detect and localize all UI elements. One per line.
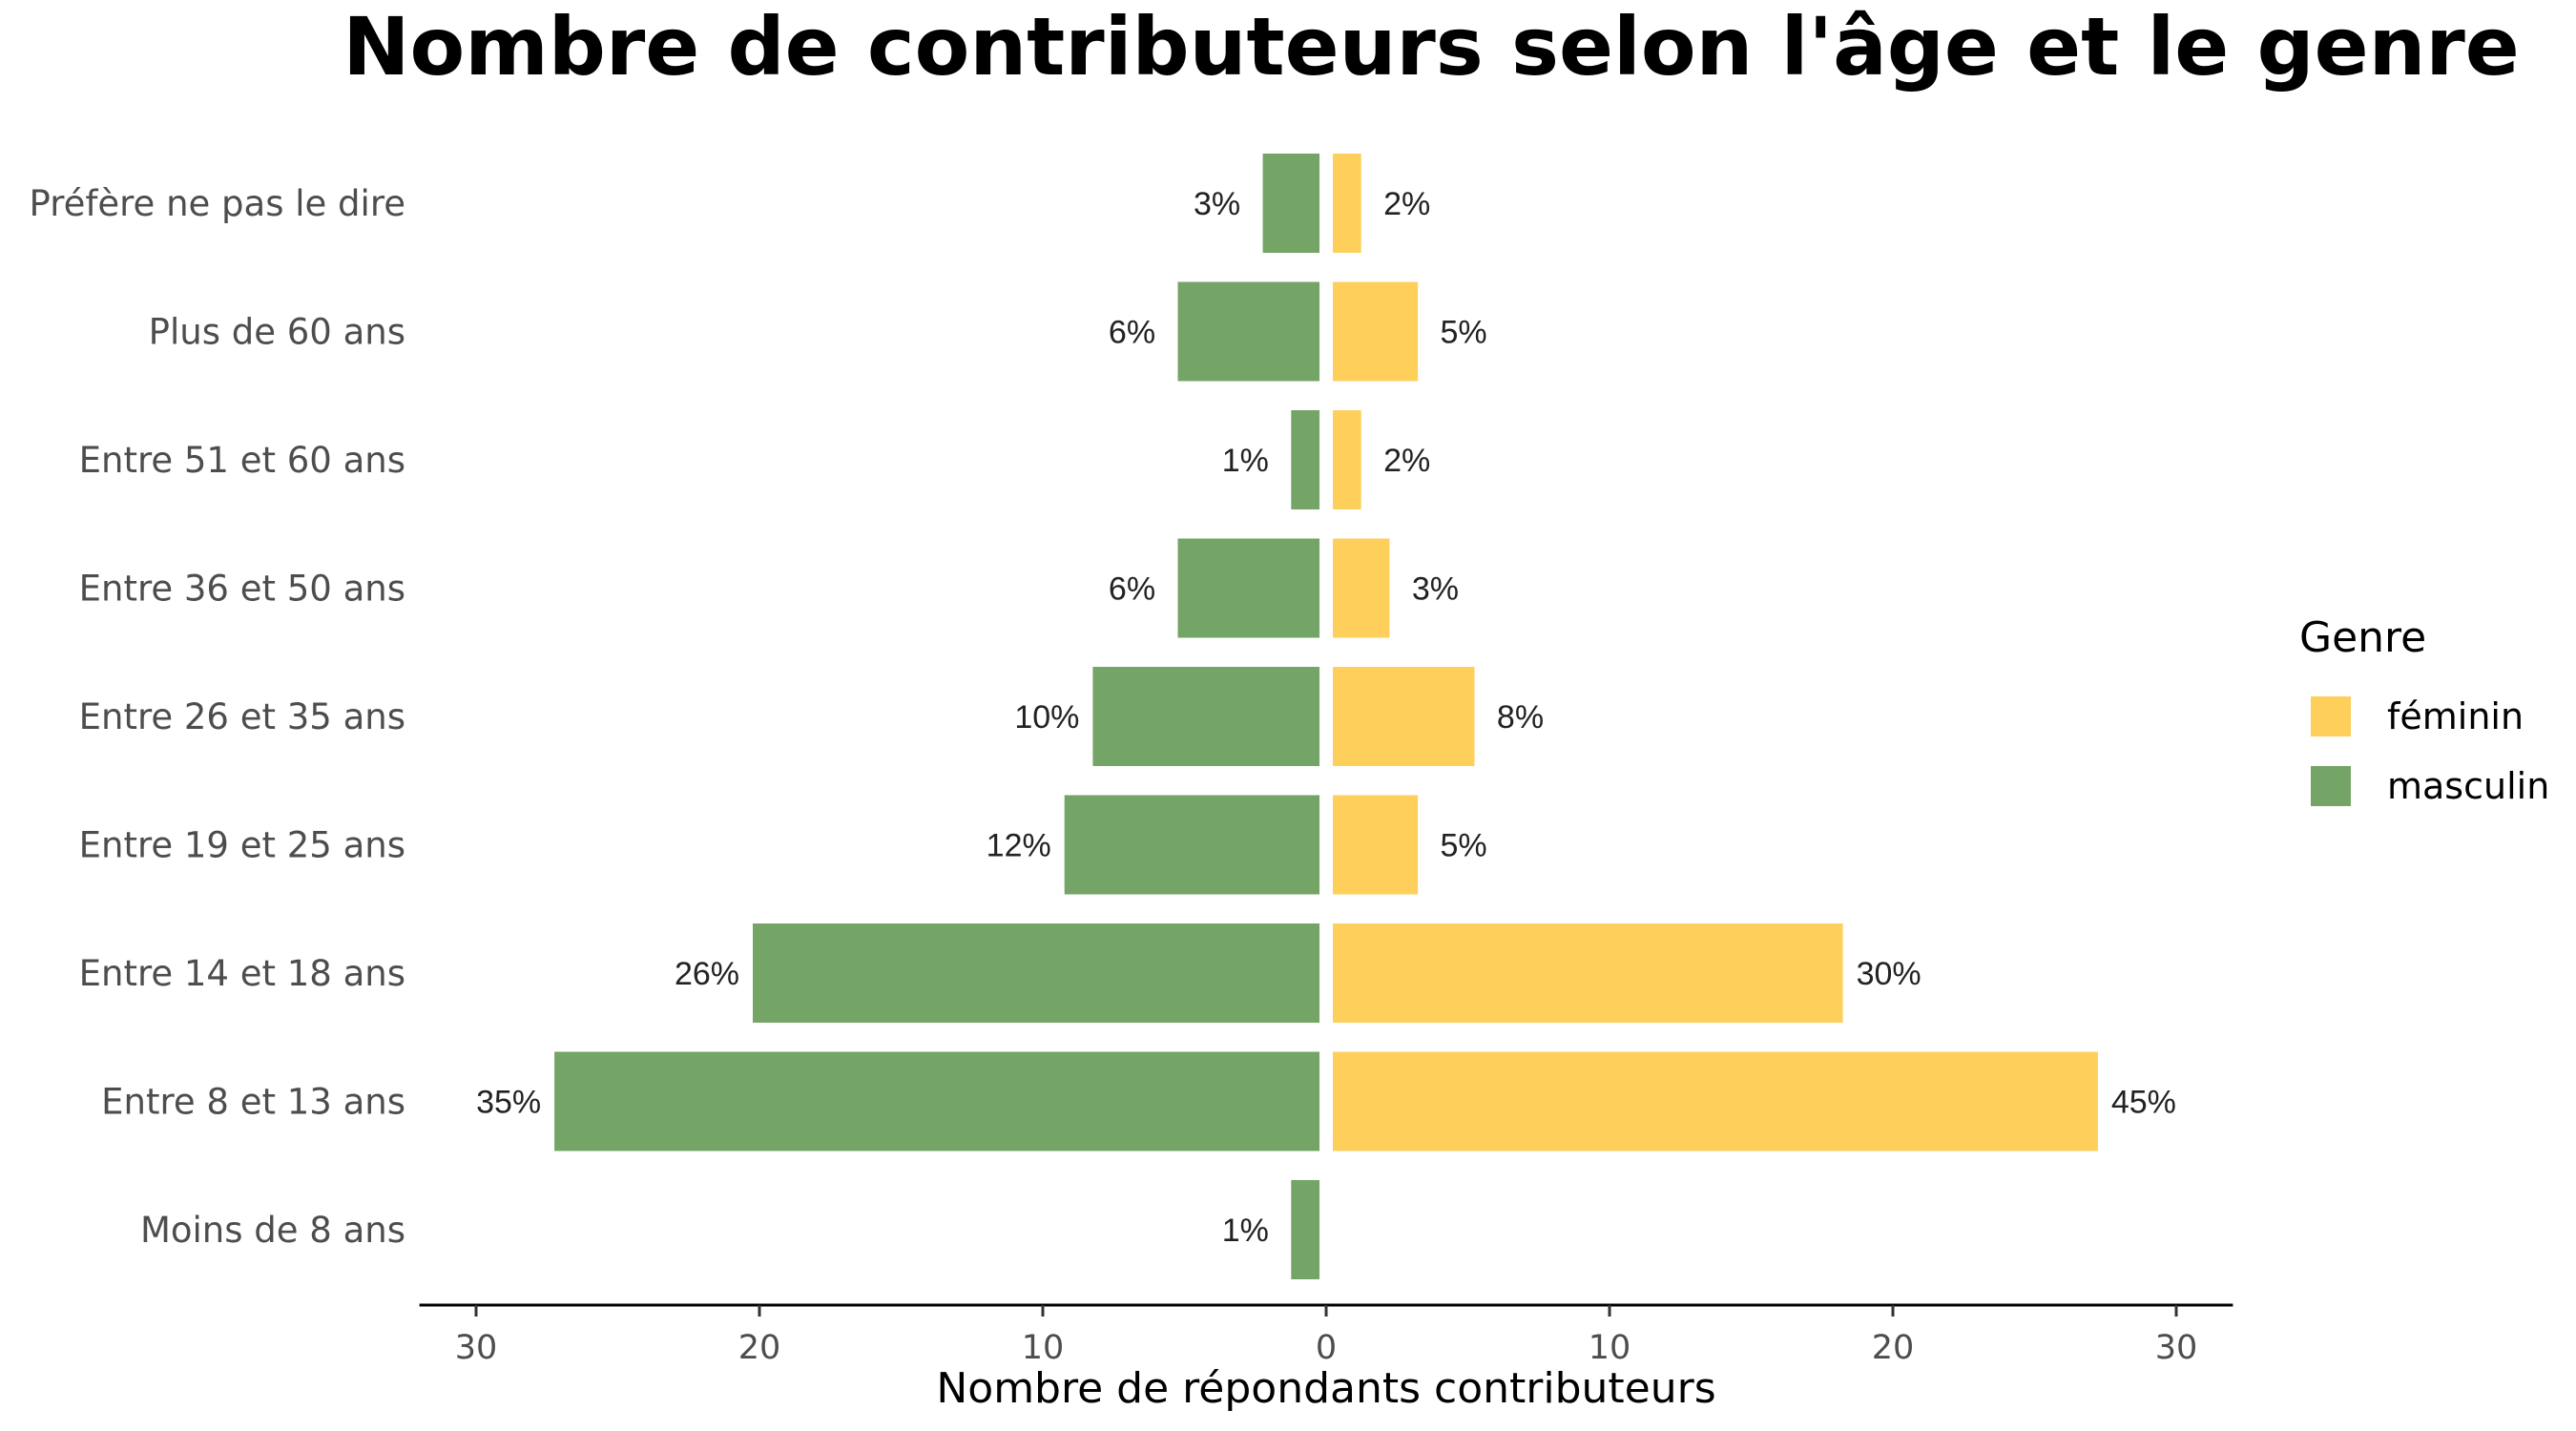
data-label-féminin: 5% — [1441, 315, 1487, 351]
bar-féminin — [1333, 795, 1419, 895]
x-tick-label: 10 — [1589, 1329, 1631, 1367]
data-label-masculin: 26% — [675, 956, 739, 992]
bar-féminin — [1333, 667, 1475, 766]
x-tick-label: 10 — [1022, 1329, 1065, 1367]
bar-féminin — [1333, 154, 1361, 253]
bar-masculin — [1291, 1180, 1319, 1279]
data-label-féminin: 8% — [1497, 699, 1544, 736]
data-label-masculin: 1% — [1222, 1213, 1269, 1249]
legend-swatch — [2311, 696, 2351, 736]
bar-féminin — [1333, 281, 1419, 382]
x-tick-label: 30 — [455, 1329, 498, 1367]
bar-masculin — [1064, 795, 1319, 895]
data-label-féminin: 30% — [1857, 956, 1922, 992]
data-label-féminin: 5% — [1441, 828, 1487, 864]
category-label: Entre 51 et 60 ans — [79, 440, 405, 481]
data-label-masculin: 35% — [476, 1085, 541, 1121]
legend-entries: féminin masculin — [2311, 695, 2549, 807]
bar-féminin — [1333, 538, 1390, 638]
legend-label: masculin — [2387, 765, 2549, 807]
bar-masculin — [1177, 281, 1319, 382]
chart-title: Nombre de contributeurs selon l'âge et l… — [343, 0, 2520, 93]
bar-féminin — [1333, 410, 1361, 509]
data-label-masculin: 6% — [1109, 571, 1155, 608]
legend-title: Genre — [2299, 613, 2426, 662]
data-label-féminin: 45% — [2111, 1085, 2176, 1121]
x-axis: 30 20 10 0 10 20 30 — [419, 1303, 2233, 1367]
legend-swatch — [2311, 766, 2351, 806]
category-label: Entre 26 et 35 ans — [79, 696, 405, 737]
x-tick-label: 20 — [738, 1329, 781, 1367]
bar-masculin — [753, 923, 1319, 1023]
x-tick-label: 0 — [1316, 1329, 1337, 1367]
data-label-masculin: 6% — [1109, 315, 1155, 351]
data-label-féminin: 2% — [1383, 443, 1430, 479]
legend-label: féminin — [2387, 695, 2524, 737]
x-tick-label: 20 — [1872, 1329, 1915, 1367]
bar-masculin — [1177, 538, 1319, 638]
data-label-masculin: 1% — [1222, 443, 1269, 479]
data-label-féminin: 3% — [1412, 571, 1459, 608]
data-label-masculin: 3% — [1194, 186, 1240, 222]
bar-féminin — [1333, 1051, 2098, 1151]
bar-masculin — [1291, 410, 1319, 509]
bar-masculin — [1092, 667, 1319, 766]
legend: Genre féminin masculin — [2299, 613, 2549, 807]
x-tick-label: 30 — [2155, 1329, 2198, 1367]
data-label-masculin: 10% — [1014, 699, 1079, 736]
category-label: Entre 8 et 13 ans — [101, 1082, 405, 1123]
data-label-féminin: 2% — [1383, 186, 1430, 222]
category-label: Moins de 8 ans — [140, 1210, 405, 1251]
category-label: Préfère ne pas le dire — [30, 183, 405, 224]
category-label: Entre 19 et 25 ans — [79, 825, 405, 866]
bar-masculin — [1262, 154, 1319, 253]
data-label-masculin: 12% — [987, 828, 1051, 864]
bars — [554, 154, 2098, 1279]
category-labels: Préfère ne pas le dire Plus de 60 ans Entr… — [30, 183, 405, 1251]
category-label: Plus de 60 ans — [149, 312, 405, 353]
bar-masculin — [554, 1051, 1319, 1151]
category-label: Entre 36 et 50 ans — [79, 569, 405, 610]
category-label: Entre 14 et 18 ans — [79, 953, 405, 994]
data-labels: 3% 6% 1% 6% 10% 12% 26% 35% 1% 2% 5% 2% 3% 8% 5% 30% 45% — [476, 186, 2176, 1249]
bar-féminin — [1333, 923, 1843, 1023]
x-axis-title: Nombre de répondants contributeurs — [936, 1364, 1715, 1413]
